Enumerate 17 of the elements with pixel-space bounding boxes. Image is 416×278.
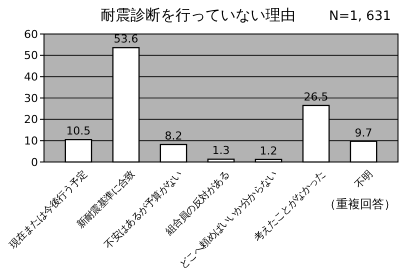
data-label: 1.3	[212, 144, 230, 158]
chart-title: 耐震診断を行っていない理由	[100, 6, 296, 24]
x-tick-label: 不明	[353, 169, 375, 191]
data-label: 8.2	[164, 130, 182, 143]
data-label: 53.6	[114, 32, 138, 46]
y-tick-label: 0	[31, 156, 38, 169]
y-tick-label: 40	[24, 70, 38, 84]
data-label: 9.7	[354, 126, 372, 140]
y-tick-label: 10	[24, 134, 38, 148]
y-tick-label: 30	[24, 92, 38, 105]
y-tick-label: 50	[24, 49, 38, 62]
chart-subtitle: N=1, 631	[329, 9, 391, 24]
y-tick-label: 20	[24, 113, 38, 126]
y-tick-label: 60	[24, 28, 38, 41]
data-label: 1.2	[260, 144, 278, 158]
text: （重複回答）	[324, 197, 396, 211]
data-label: 10.5	[66, 124, 91, 138]
